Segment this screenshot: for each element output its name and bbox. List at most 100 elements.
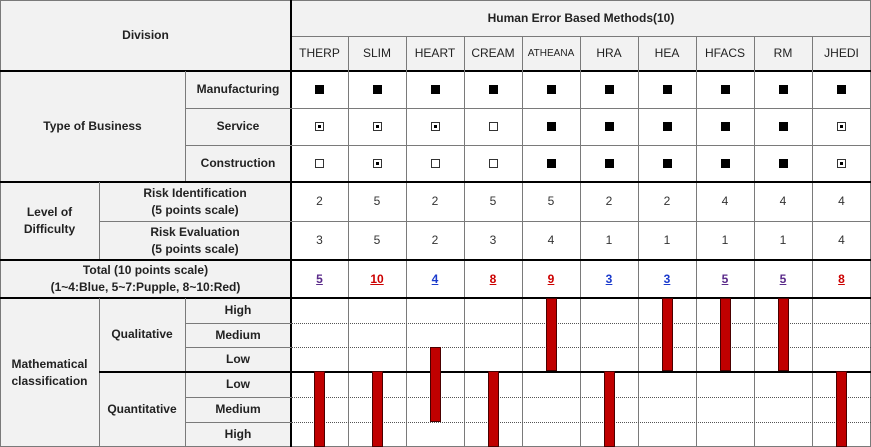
risk-evaluation-line2: (5 points scale) [151,241,239,256]
difficulty-value: 1 [663,233,671,247]
grid-line [580,36,581,447]
total-value: 3 [605,271,613,286]
qualitative-label: Qualitative [99,298,185,371]
grid-line [0,0,871,1]
business-mark-full-icon [546,122,556,131]
qual-level-low: Low [185,347,291,371]
business-cell [406,145,464,182]
business-mark-full-icon [720,159,730,168]
method-header-therp: THERP [291,36,348,71]
business-cell [522,108,580,145]
quantitative-label: Quantitative [99,371,185,447]
difficulty-label-line2: Difficulty [23,222,76,236]
business-cell [348,108,406,145]
business-manufacturing-label: Manufacturing [185,71,291,108]
business-cell [638,145,696,182]
grid-line [638,36,639,447]
difficulty-value: 5 [373,233,381,247]
qual-level-medium: Medium [185,323,291,347]
grid-line [812,36,813,447]
business-mark-empty-icon [430,159,440,168]
business-mark-full-icon [662,159,672,168]
business-mark-full-icon [488,85,498,94]
business-mark-full-icon [778,122,788,131]
business-cell [754,108,812,145]
business-mark-full-icon [546,85,556,94]
grid-line [290,0,292,447]
business-mark-full-icon [837,85,846,94]
bar-cream [487,371,499,447]
business-cell [812,71,871,108]
math-classification-label: Mathematical classification [0,298,99,447]
business-cell [696,71,754,108]
business-mark-full-icon [430,85,440,94]
grid-line [0,70,871,72]
difficulty-value: 2 [431,194,439,208]
grid-line [185,347,291,348]
business-cell [464,108,522,145]
total-label-line1: Total (10 points scale) [82,263,209,277]
business-mark-full-icon [778,159,788,168]
difficulty-value: 2 [431,233,439,247]
bar-slim [371,371,383,447]
business-mark-partial-icon [315,122,324,131]
total-value: 5 [721,271,729,286]
grid-line [185,323,291,324]
level-of-difficulty-label: Level of Difficulty [0,182,99,260]
method-header-hra: HRA [580,36,638,71]
business-cell [522,71,580,108]
grid-line [291,36,871,37]
difficulty-value: 2 [316,194,323,208]
difficulty-value: 5 [547,194,555,208]
business-mark-full-icon [604,159,614,168]
total-value: 5 [316,271,323,286]
type-of-business-label: Type of Business [0,71,185,182]
difficulty-value: 1 [605,233,613,247]
difficulty-value: 3 [316,233,323,247]
difficulty-value: 4 [547,233,555,247]
business-service-label: Service [185,108,291,145]
business-mark-empty-icon [315,159,324,168]
business-cell [291,145,348,182]
business-cell [291,71,348,108]
business-cell [348,145,406,182]
bar-rm [777,298,789,371]
risk-identification-line1: Risk Identification [143,185,247,200]
bar-atheana [545,298,557,371]
total-label-line2: (1~4:Blue, 5~7:Pupple, 8~10:Red) [50,280,241,294]
business-mark-partial-icon [372,122,382,131]
difficulty-value: 5 [489,194,497,208]
business-cell [406,71,464,108]
method-header-cream: CREAM [464,36,522,71]
method-header-rm: RM [754,36,812,71]
business-cell [812,108,871,145]
total-label: Total (10 points scale) (1~4:Blue, 5~7:P… [0,260,291,298]
business-mark-empty-icon [488,159,498,168]
difficulty-label-line1: Level of [26,205,73,219]
grid-line [185,422,291,423]
business-mark-full-icon [315,85,324,94]
business-cell [522,145,580,182]
grid-line [99,371,871,373]
difficulty-value: 4 [779,194,787,208]
grid-line [522,36,523,447]
business-cell [580,71,638,108]
quant-level-medium: Medium [185,397,291,422]
grid-line [464,36,465,447]
difficulty-value: 2 [663,194,671,208]
business-mark-partial-icon [837,122,846,131]
math-label-line2: classification [11,373,88,388]
business-cell [406,108,464,145]
quant-level-low: Low [185,371,291,397]
total-value: 3 [663,271,671,286]
business-cell [580,108,638,145]
method-header-jhedi: JHEDI [812,36,871,71]
business-cell [638,108,696,145]
business-mark-full-icon [662,85,672,94]
business-mark-full-icon [662,122,672,131]
grid-line [0,259,871,261]
grid-line [696,36,697,447]
method-header-heart: HEART [406,36,464,71]
business-cell [696,145,754,182]
